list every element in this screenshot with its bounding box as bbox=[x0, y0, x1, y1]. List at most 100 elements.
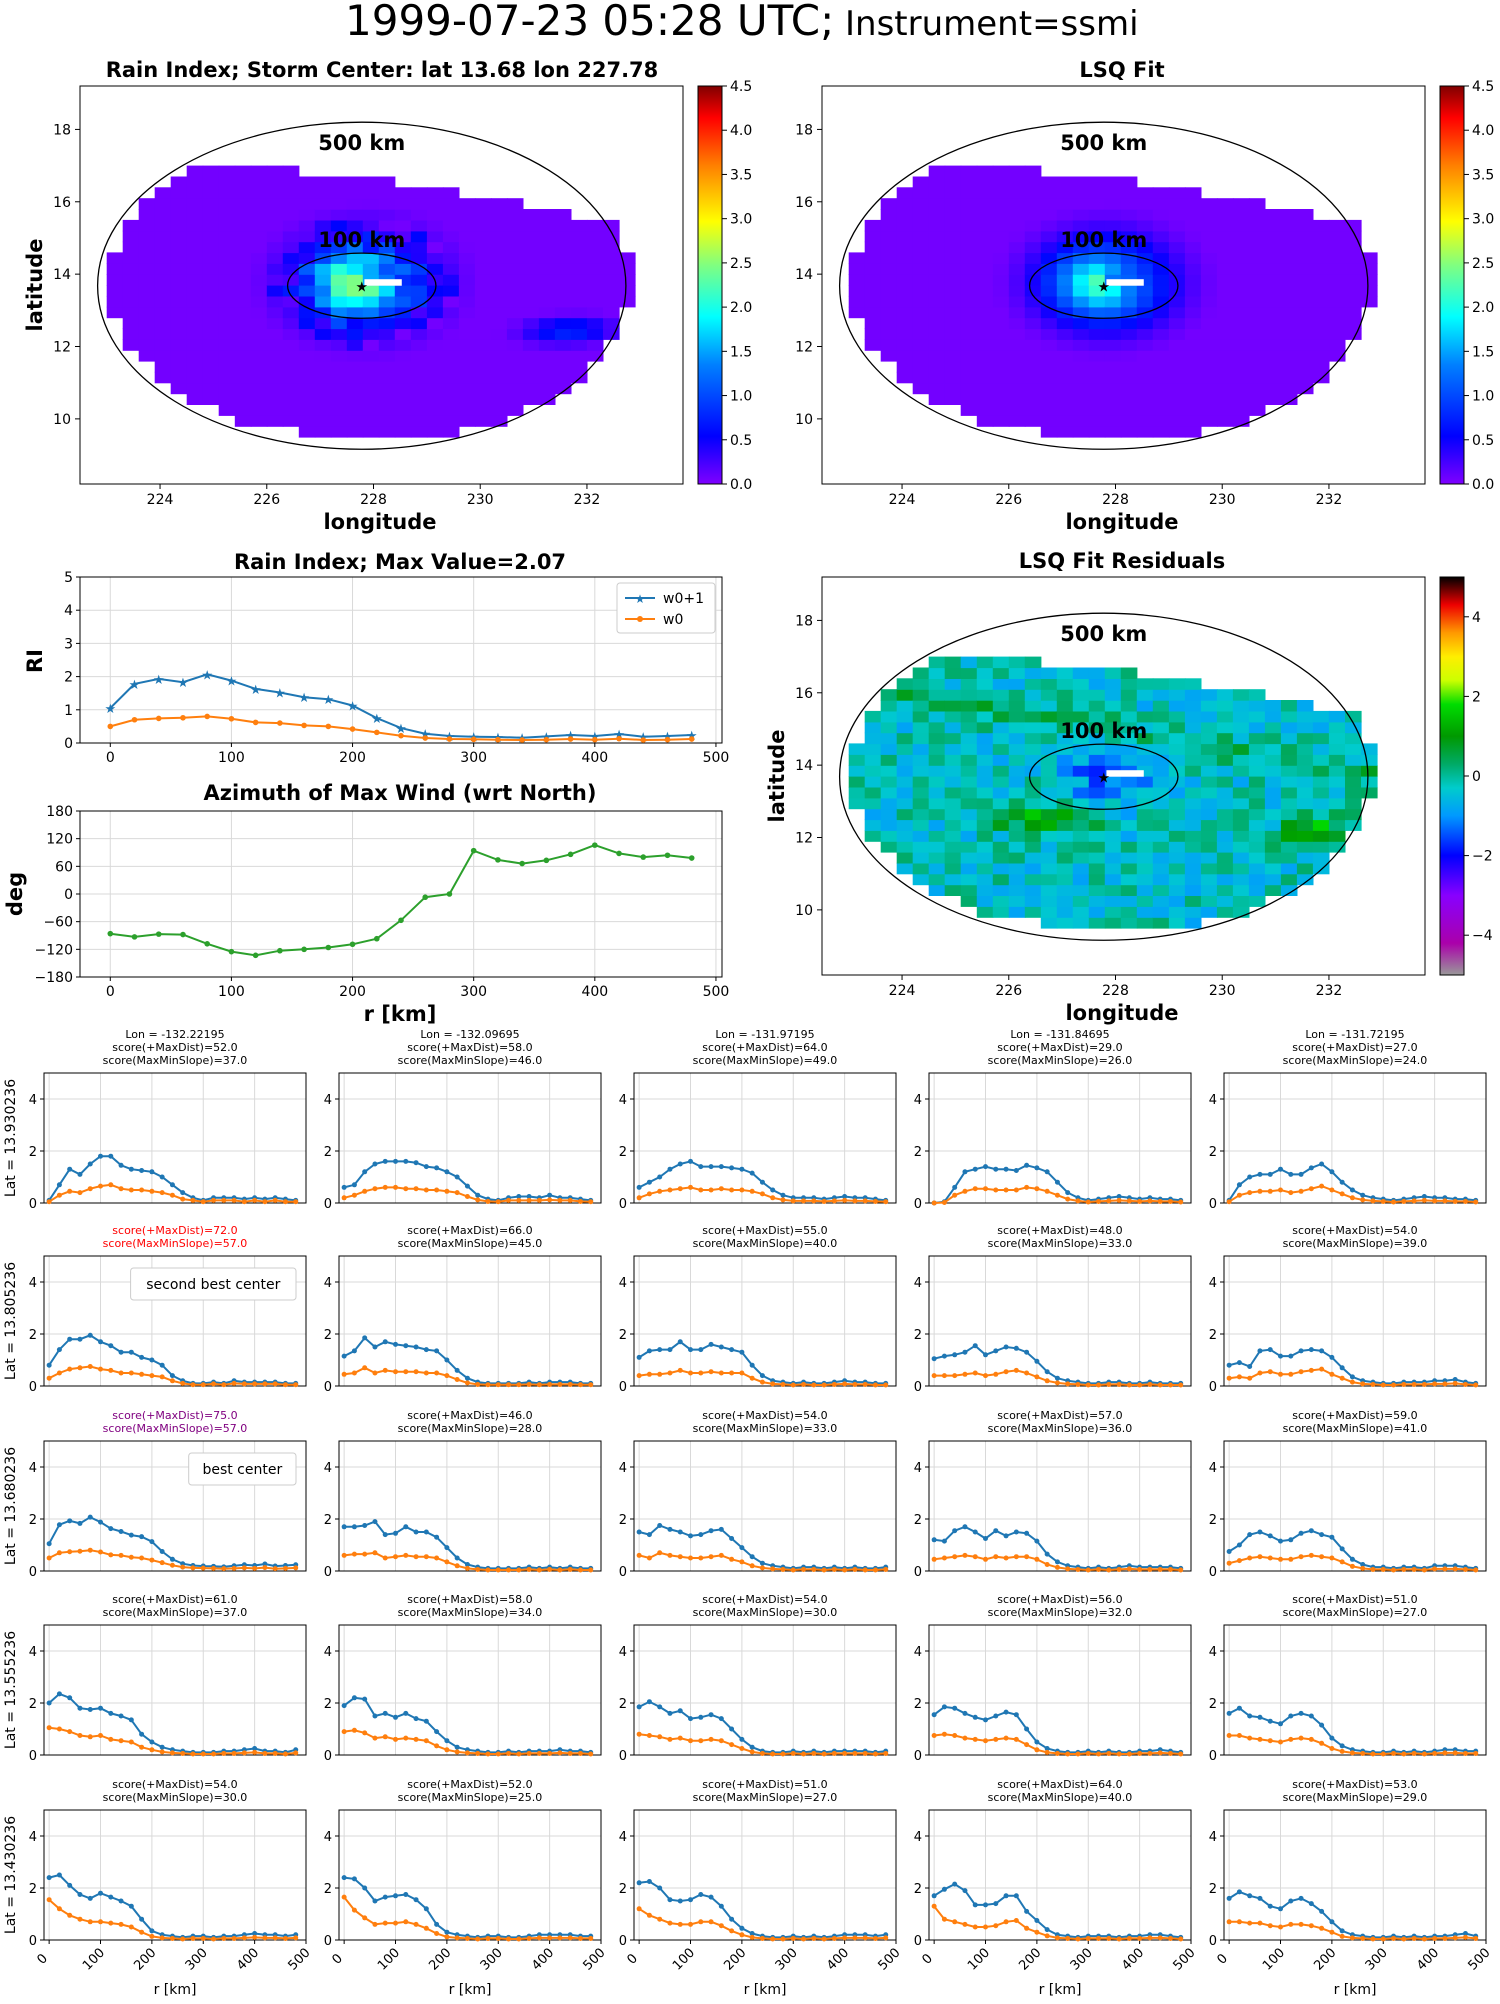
data-point bbox=[1308, 1367, 1314, 1373]
data-point bbox=[87, 1332, 93, 1338]
map-cell bbox=[570, 274, 588, 286]
data-point bbox=[351, 1192, 357, 1198]
map-cell bbox=[1024, 404, 1042, 416]
colorbar-tick-label: 2 bbox=[1472, 689, 1481, 705]
map-cell bbox=[170, 263, 188, 275]
y-tick-label: 0 bbox=[29, 1565, 37, 1580]
panel-score-maxdist: score(+MaxDist)=29.0 bbox=[997, 1041, 1122, 1054]
data-point bbox=[952, 1919, 958, 1925]
data-point bbox=[616, 735, 622, 742]
map-cell bbox=[1072, 895, 1090, 907]
data-point bbox=[677, 1186, 683, 1192]
data-point bbox=[382, 1555, 388, 1561]
ring-label-500km: 500 km bbox=[1060, 622, 1147, 646]
map-cell bbox=[234, 361, 252, 373]
map-cell bbox=[1248, 797, 1266, 810]
map-cell bbox=[298, 198, 316, 210]
map-cell bbox=[1296, 339, 1314, 351]
data-point bbox=[67, 1912, 73, 1918]
map-cell bbox=[538, 361, 556, 373]
data-point bbox=[708, 1528, 714, 1534]
map-cell bbox=[1152, 317, 1170, 330]
x-tick-label: 200 bbox=[721, 1945, 749, 1973]
map-cell bbox=[250, 306, 268, 319]
data-point bbox=[1003, 1893, 1009, 1899]
map-cell bbox=[426, 328, 444, 340]
map-cell bbox=[1200, 841, 1218, 853]
data-point bbox=[1360, 1197, 1366, 1203]
map-cell bbox=[1088, 393, 1106, 405]
map-cell bbox=[266, 230, 284, 243]
data-point bbox=[759, 1179, 765, 1185]
data-point bbox=[1349, 1374, 1355, 1380]
map-cell bbox=[1312, 219, 1330, 232]
map-cell bbox=[912, 252, 930, 264]
map-cell bbox=[394, 350, 412, 362]
map-cell bbox=[314, 350, 332, 362]
map-cell bbox=[442, 219, 460, 232]
data-point bbox=[972, 1902, 978, 1908]
map-cell bbox=[1008, 219, 1026, 232]
map-cell bbox=[1168, 295, 1186, 308]
data-point bbox=[1267, 1718, 1273, 1724]
map-cell bbox=[218, 176, 236, 188]
data-point bbox=[1442, 1935, 1448, 1941]
data-point bbox=[941, 1353, 947, 1359]
map-cell bbox=[378, 306, 396, 319]
map-cell bbox=[442, 328, 460, 340]
map-cell bbox=[298, 241, 316, 254]
y-tick-label: 4 bbox=[1209, 1276, 1217, 1291]
candidate-center-grid: Lon = -132.22195score(+MaxDist)=52.0scor… bbox=[3, 1028, 1494, 1998]
data-point bbox=[962, 1371, 968, 1377]
map-cell bbox=[1104, 862, 1122, 875]
data-point bbox=[1308, 1186, 1314, 1192]
map-cell bbox=[976, 906, 994, 918]
map-cell bbox=[928, 219, 946, 232]
series-line bbox=[1228, 1529, 1476, 1570]
x-tick-label: 232 bbox=[574, 492, 601, 508]
data-point bbox=[1178, 1199, 1184, 1205]
x-tick-label: 226 bbox=[995, 983, 1022, 999]
map-cell bbox=[1168, 404, 1186, 416]
map-cell bbox=[864, 230, 882, 243]
map-cell bbox=[250, 187, 268, 199]
data-point bbox=[382, 1184, 388, 1190]
data-point bbox=[677, 1898, 683, 1904]
data-point bbox=[1349, 1935, 1355, 1941]
map-cell bbox=[1296, 219, 1314, 232]
map-cell bbox=[1264, 841, 1282, 853]
map-cell bbox=[976, 765, 994, 777]
map-cell bbox=[346, 328, 364, 340]
map-cell bbox=[378, 241, 396, 254]
data-point bbox=[759, 1565, 765, 1571]
data-point bbox=[1247, 1174, 1253, 1180]
map-cell bbox=[912, 743, 930, 755]
data-point bbox=[1339, 1559, 1345, 1565]
map-cell bbox=[928, 862, 946, 875]
panel-score-maxdist: score(+MaxDist)=57.0 bbox=[997, 1409, 1122, 1422]
data-point bbox=[444, 1169, 450, 1175]
x-tick-label: 500 bbox=[703, 984, 730, 1000]
data-point: ★ bbox=[322, 693, 334, 708]
data-point bbox=[228, 948, 235, 955]
panel-score-maxminslope: score(MaxMinSlope)=33.0 bbox=[988, 1237, 1133, 1250]
data-point bbox=[1096, 1198, 1102, 1204]
map-cell bbox=[1040, 678, 1058, 690]
data-point bbox=[1013, 1918, 1019, 1923]
map-cell bbox=[1248, 198, 1266, 210]
data-point bbox=[46, 1541, 52, 1547]
map-cell bbox=[282, 350, 300, 362]
map-cell bbox=[362, 209, 380, 221]
map-cell bbox=[912, 808, 930, 821]
data-point bbox=[180, 1750, 186, 1756]
data-point bbox=[1442, 1750, 1448, 1756]
data-point bbox=[718, 1526, 724, 1532]
map-cell bbox=[170, 361, 188, 373]
map-cell bbox=[1072, 754, 1090, 766]
map-cell bbox=[960, 404, 978, 416]
data-point bbox=[204, 941, 210, 947]
map-cell bbox=[554, 306, 572, 319]
y-tick-label: 4 bbox=[29, 1645, 37, 1660]
map-cell bbox=[1072, 306, 1090, 319]
data-point bbox=[1298, 1348, 1304, 1354]
